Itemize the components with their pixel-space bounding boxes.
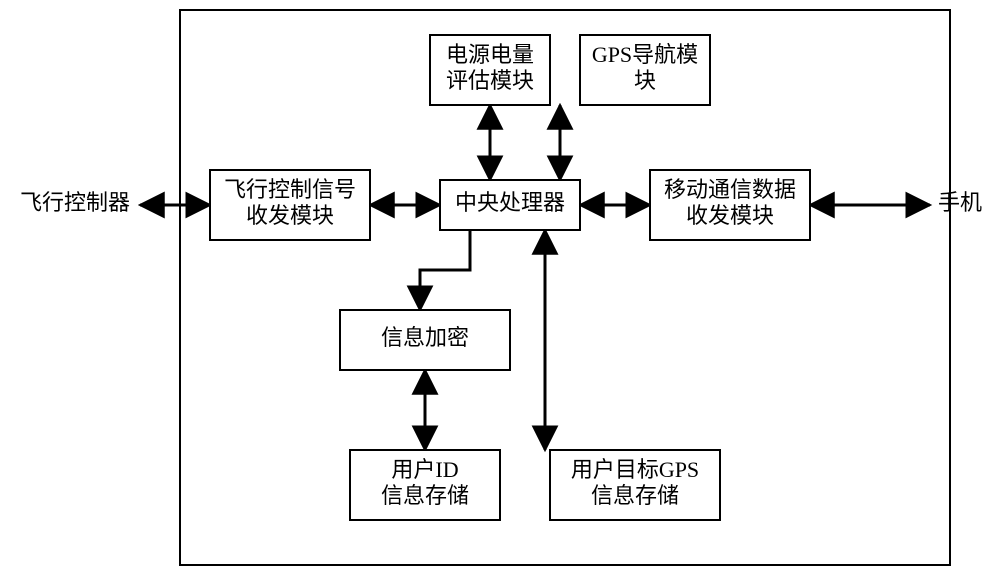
node-label: 信息加密 [381, 325, 469, 350]
node-label: 飞行控制器 [20, 190, 130, 215]
node-user-id-store: 用户ID信息存储 [350, 450, 500, 520]
node-label: 移动通信数据 [664, 177, 796, 202]
node-power-module: 电源电量评估模块 [430, 35, 550, 105]
node-label: 收发模块 [246, 203, 334, 228]
node-gps-nav-module: GPS导航模块 [580, 35, 710, 105]
node-flight-signal-module: 飞行控制信号收发模块 [210, 170, 370, 240]
node-label: 评估模块 [446, 68, 534, 93]
node-label: GPS导航模 [592, 42, 698, 67]
node-label: 中央处理器 [455, 190, 565, 215]
system-block-diagram: 飞行控制器飞行控制信号收发模块中央处理器电源电量评估模块GPS导航模块移动通信数… [0, 0, 1000, 575]
node-label: 收发模块 [686, 203, 774, 228]
node-label: 用户ID [391, 457, 458, 482]
node-label: 飞行控制信号 [224, 177, 356, 202]
node-label: 块 [634, 68, 656, 93]
node-label: 信息存储 [591, 483, 679, 508]
node-label: 电源电量 [446, 42, 534, 67]
edge-cpu-info_encrypt [420, 230, 470, 310]
node-label: 用户目标GPS [571, 457, 699, 482]
node-user-gps-store: 用户目标GPS信息存储 [550, 450, 720, 520]
node-phone: 手机 [938, 190, 982, 215]
node-info-encrypt: 信息加密 [340, 310, 510, 370]
node-cpu: 中央处理器 [440, 180, 580, 230]
node-flight-controller: 飞行控制器 [20, 190, 130, 215]
node-mobile-comm-module: 移动通信数据收发模块 [650, 170, 810, 240]
node-label: 手机 [938, 190, 982, 215]
node-label: 信息存储 [381, 483, 469, 508]
